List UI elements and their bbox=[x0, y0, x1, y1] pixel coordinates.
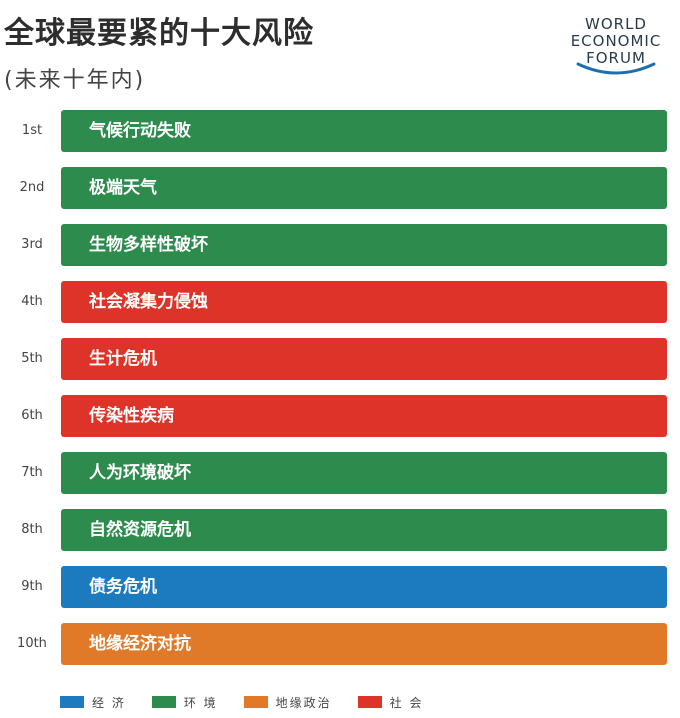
logo-line-3: FORUM bbox=[586, 49, 646, 67]
risk-label: 极端天气 bbox=[89, 178, 157, 198]
risk-label: 社会凝集力侵蚀 bbox=[89, 292, 208, 312]
legend: 经 济 环 境 地缘政治 社 会 bbox=[60, 694, 450, 710]
legend-swatch bbox=[243, 696, 268, 708]
rank-label: 7th bbox=[21, 465, 43, 480]
rank-label: 8th bbox=[21, 522, 43, 537]
rank-label: 4th bbox=[21, 294, 43, 309]
rank-label: 6th bbox=[21, 408, 43, 423]
risk-label: 人为环境破坏 bbox=[89, 463, 191, 483]
risk-bar: 债务危机 bbox=[61, 566, 667, 608]
risk-bar: 人为环境破坏 bbox=[61, 452, 667, 494]
risk-bar: 地缘经济对抗 bbox=[61, 623, 667, 665]
risk-bar: 气候行动失败 bbox=[61, 110, 667, 152]
legend-label: 环 境 bbox=[183, 695, 218, 710]
rank-label: 5th bbox=[21, 351, 43, 366]
legend-label: 社 会 bbox=[389, 695, 424, 710]
rank-label: 3rd bbox=[21, 237, 43, 252]
risk-label: 地缘经济对抗 bbox=[89, 634, 191, 654]
logo-line-2: ECONOMIC bbox=[570, 32, 662, 50]
legend-swatch bbox=[151, 696, 176, 708]
chart-subtitle: (未来十年内) bbox=[4, 68, 146, 93]
legend-swatch bbox=[60, 696, 84, 708]
risk-label: 传染性疾病 bbox=[89, 406, 174, 426]
risk-label: 生物多样性破坏 bbox=[89, 235, 208, 255]
risk-bar: 极端天气 bbox=[61, 167, 667, 209]
rank-label: 2nd bbox=[19, 180, 45, 195]
risk-bar: 生计危机 bbox=[61, 338, 667, 380]
risk-bar: 社会凝集力侵蚀 bbox=[61, 281, 667, 323]
logo-arc-icon bbox=[576, 62, 656, 75]
risk-label: 生计危机 bbox=[89, 349, 157, 369]
wef-logo: WORLD ECONOMIC FORUM bbox=[560, 16, 672, 82]
legend-item: 地缘政治 bbox=[243, 694, 332, 711]
chart-title: 全球最要紧的十大风险 bbox=[4, 16, 314, 51]
rank-label: 1st bbox=[21, 123, 43, 138]
legend-label: 经 济 bbox=[92, 695, 126, 710]
risk-label: 债务危机 bbox=[89, 577, 157, 597]
risk-bar: 生物多样性破坏 bbox=[61, 224, 667, 266]
risk-bar: 传染性疾病 bbox=[61, 395, 667, 437]
risk-bar: 自然资源危机 bbox=[61, 509, 667, 551]
legend-swatch bbox=[357, 696, 382, 708]
legend-item: 经 济 bbox=[60, 694, 126, 711]
risk-label: 气候行动失败 bbox=[89, 121, 191, 141]
rank-label: 9th bbox=[21, 579, 43, 594]
rank-label: 10th bbox=[17, 636, 47, 651]
legend-label: 地缘政治 bbox=[275, 695, 332, 710]
legend-item: 环 境 bbox=[151, 694, 218, 711]
legend-item: 社 会 bbox=[357, 694, 424, 711]
logo-line-1: WORLD bbox=[585, 15, 647, 33]
risk-label: 自然资源危机 bbox=[89, 520, 191, 540]
